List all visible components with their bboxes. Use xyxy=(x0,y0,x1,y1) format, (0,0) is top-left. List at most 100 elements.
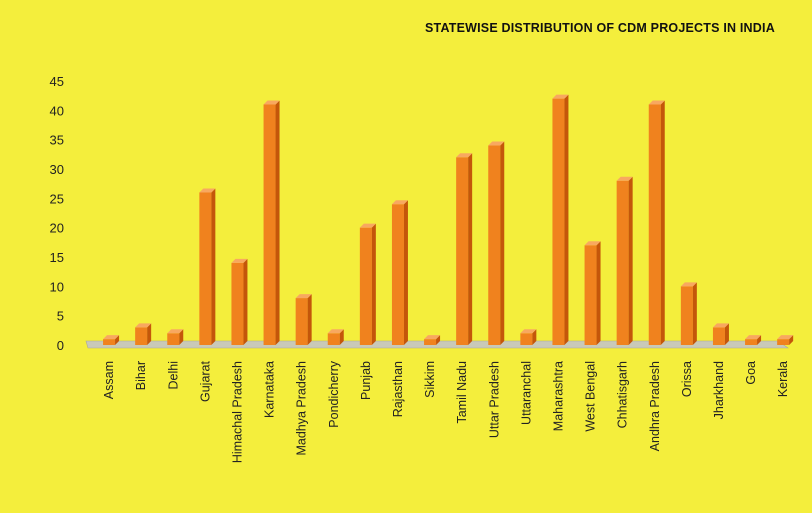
bar-top xyxy=(327,329,344,334)
bar-side xyxy=(275,100,280,345)
bar-top xyxy=(616,176,633,181)
bars-layer xyxy=(103,94,794,345)
bar-side xyxy=(789,335,794,345)
bar xyxy=(103,335,120,345)
bar-top xyxy=(135,323,152,328)
bar-side xyxy=(436,335,441,345)
bar-side xyxy=(724,323,729,345)
bar-side xyxy=(532,329,537,345)
bar xyxy=(488,141,505,345)
y-tick-label: 5 xyxy=(57,309,64,324)
bar xyxy=(712,323,729,345)
x-category-label: Chhatisgarh xyxy=(616,361,630,428)
bar-front xyxy=(712,327,725,345)
x-category-label: Maharashtra xyxy=(551,361,565,431)
x-category-label: Kerala xyxy=(776,361,790,397)
bar-side xyxy=(147,323,152,345)
bar xyxy=(680,282,697,345)
bar-front xyxy=(263,104,276,345)
bar-side xyxy=(307,294,312,345)
x-category-label: West Bengal xyxy=(584,361,598,432)
bar-side xyxy=(468,153,473,345)
y-tick-label: 0 xyxy=(57,338,64,353)
x-category-label: Uttar Pradesh xyxy=(487,361,501,438)
bar xyxy=(745,335,762,345)
x-category-label: Rajasthan xyxy=(391,361,405,417)
bar-top xyxy=(424,335,441,340)
bar-side xyxy=(243,258,248,345)
bar xyxy=(199,188,216,345)
bar-front xyxy=(103,339,116,345)
x-category-label: Himachal Pradesh xyxy=(230,361,244,463)
bar-side xyxy=(403,200,408,345)
bar-front xyxy=(295,298,308,345)
bar-top xyxy=(712,323,729,328)
bar-side xyxy=(179,329,184,345)
bar-front xyxy=(391,204,404,345)
bar xyxy=(359,223,376,345)
bar-top xyxy=(680,282,697,287)
bar xyxy=(231,258,248,345)
bar xyxy=(777,335,794,345)
bar-side xyxy=(596,241,601,345)
labels-layer: Assam Bihar Delhi Gujarat Himachal Pradesh Ka… xyxy=(102,360,790,463)
bar xyxy=(648,100,665,345)
bar-top xyxy=(199,188,216,193)
bar-front xyxy=(488,145,501,345)
bar-top xyxy=(359,223,376,228)
x-category-label: Jharkhand xyxy=(712,361,726,419)
bar-front xyxy=(327,333,340,345)
bar-side xyxy=(692,282,697,345)
bar-front xyxy=(616,180,629,345)
bar-front xyxy=(456,157,469,345)
y-tick-label: 15 xyxy=(50,250,64,265)
x-category-label: Madhya Pradesh xyxy=(295,361,309,456)
chart-title: Statewise distribution of CDM projects i… xyxy=(425,21,775,35)
bar xyxy=(616,176,633,345)
x-category-label: Sikkim xyxy=(423,361,437,398)
bar-front xyxy=(584,245,597,345)
x-category-label: Andhra Pradesh xyxy=(648,361,662,451)
y-tick-label: 30 xyxy=(50,162,64,177)
x-category-label: Delhi xyxy=(166,361,180,390)
bar xyxy=(520,329,537,345)
y-tick-label: 45 xyxy=(50,74,64,89)
bar-front xyxy=(777,339,790,345)
bar-front xyxy=(680,286,693,345)
x-category-label: Assam xyxy=(102,361,116,399)
bar xyxy=(584,241,601,345)
bar-front xyxy=(745,339,758,345)
bar-top xyxy=(391,200,408,205)
bar-front xyxy=(424,339,437,345)
bar-top xyxy=(295,294,312,299)
bar-top xyxy=(520,329,537,334)
bar-side xyxy=(339,329,344,345)
y-tick-label: 20 xyxy=(50,221,64,236)
x-category-label: Tamil Nadu xyxy=(455,361,469,424)
bar-front xyxy=(359,227,372,345)
bar-side xyxy=(500,141,505,345)
bar-top xyxy=(584,241,601,246)
y-tick-label: 10 xyxy=(50,279,64,294)
bar-top xyxy=(231,258,248,263)
bar-front xyxy=(135,327,148,345)
bar-top xyxy=(552,94,569,99)
bar-front xyxy=(648,104,661,345)
bar xyxy=(263,100,280,345)
bar xyxy=(424,335,441,345)
bar-front xyxy=(552,98,565,345)
x-category-label: Orissa xyxy=(680,361,694,397)
bar-side xyxy=(211,188,216,345)
x-category-label: Pondicherry xyxy=(327,360,341,427)
bar xyxy=(167,329,184,345)
axis-layer: 0 5 10 15 20 25 30 35 40 45 xyxy=(50,74,789,353)
bar xyxy=(391,200,408,345)
x-category-label: Goa xyxy=(744,361,758,385)
bar-front xyxy=(199,192,212,345)
bar xyxy=(135,323,152,345)
bar-top xyxy=(167,329,184,334)
bar-top xyxy=(263,100,280,105)
x-category-label: Uttaranchal xyxy=(519,361,533,425)
